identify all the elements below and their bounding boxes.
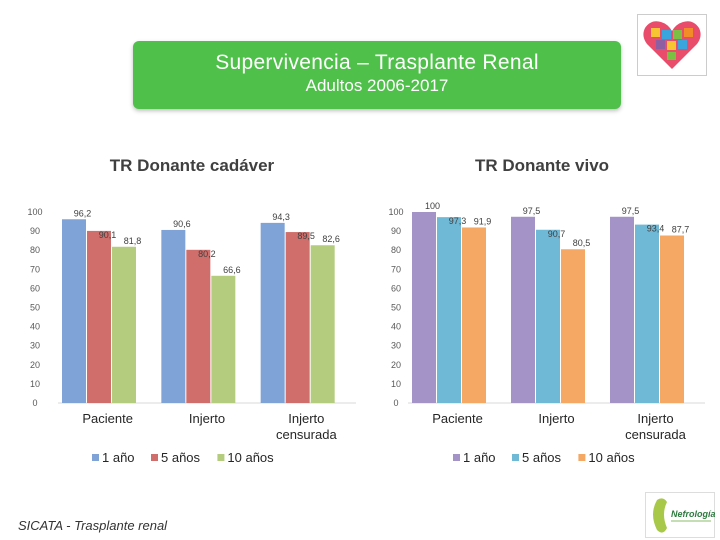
y-tick-label: 40: [391, 322, 401, 332]
y-tick-label: 70: [391, 264, 401, 274]
data-label: 90,7: [548, 229, 566, 239]
bar: [536, 229, 560, 403]
y-tick-label: 30: [30, 341, 40, 351]
legend-entry: 5 años: [522, 450, 562, 465]
data-label: 90,6: [173, 219, 191, 229]
page-title: Supervivencia – Trasplante Renal: [215, 51, 539, 74]
data-label: 91,9: [474, 216, 492, 226]
bar: [260, 222, 285, 403]
x-tick-label: Injerto censurada: [276, 411, 337, 442]
bar: [635, 224, 659, 403]
bar: [660, 235, 684, 403]
y-tick-label: 60: [391, 283, 401, 293]
y-tick-label: 90: [391, 226, 401, 236]
bar: [186, 249, 211, 403]
title-banner: Supervivencia – Trasplante Renal Adultos…: [133, 41, 621, 109]
bar: [161, 229, 186, 403]
y-tick-label: 50: [391, 303, 401, 313]
data-label: 66,6: [223, 265, 241, 275]
data-label: 97,3: [449, 216, 467, 226]
chart-title-cadaver: TR Donante cadáver: [109, 156, 275, 175]
y-tick-label: 60: [30, 283, 40, 293]
data-label: 82,6: [322, 234, 340, 244]
bar: [610, 216, 634, 403]
bar: [511, 216, 535, 403]
bar: [412, 212, 436, 403]
y-tick-label: 80: [30, 245, 40, 255]
y-tick-label: 50: [30, 303, 40, 313]
data-label: 100: [425, 201, 440, 211]
y-tick-label: 100: [27, 207, 42, 217]
legend-swatch: [217, 454, 225, 461]
bar: [285, 232, 310, 403]
y-tick-label: 0: [32, 398, 37, 408]
bar: [62, 219, 86, 403]
x-tick-label: Injerto censurada: [625, 411, 686, 442]
y-tick-label: 90: [30, 226, 40, 236]
data-label: 81,8: [124, 236, 142, 246]
y-tick-label: 80: [391, 245, 401, 255]
data-label: 87,7: [672, 224, 690, 234]
x-tick-label: Injerto: [189, 411, 225, 426]
data-label: 80,5: [573, 238, 591, 248]
bar: [462, 227, 486, 403]
legend-entry: 10 años: [588, 450, 635, 465]
x-tick-label: Paciente: [432, 411, 483, 426]
bar: [112, 246, 136, 403]
y-tick-label: 70: [30, 264, 40, 274]
legend-swatch: [151, 454, 158, 461]
legend-swatch: [92, 454, 99, 461]
y-tick-label: 40: [30, 322, 40, 332]
source-note: SICATA - Trasplante renal: [18, 518, 168, 533]
legend-entry: 1 año: [463, 450, 496, 465]
data-label: 89,5: [297, 231, 315, 241]
data-label: 93,4: [647, 224, 665, 234]
data-label: 97,5: [622, 206, 640, 216]
bar: [437, 217, 461, 403]
y-tick-label: 10: [30, 379, 40, 389]
legend-entry: 10 años: [227, 450, 274, 465]
y-tick-label: 0: [393, 398, 398, 408]
nefrologia-logo-icon: Nefrología: [645, 492, 715, 538]
data-label: 90,1: [99, 230, 117, 240]
data-label: 80,2: [198, 249, 216, 259]
legend-swatch: [453, 454, 460, 461]
y-tick-label: 100: [388, 207, 403, 217]
legend-swatch: [512, 454, 519, 461]
y-tick-label: 10: [391, 379, 401, 389]
bar: [211, 275, 236, 403]
nefro-logo-text: Nefrología: [671, 509, 715, 519]
x-tick-label: Injerto: [538, 411, 574, 426]
y-tick-label: 30: [391, 341, 401, 351]
legend-swatch: [578, 454, 586, 461]
bar: [87, 230, 111, 403]
chart-title-vivo: TR Donante vivo: [474, 156, 610, 175]
y-tick-label: 20: [391, 360, 401, 370]
data-label: 94,3: [272, 212, 290, 222]
bar: [310, 245, 335, 403]
legend-entry: 1 año: [102, 450, 135, 465]
x-tick-label: Paciente: [82, 411, 133, 426]
data-label: 97,5: [523, 206, 541, 216]
bar: [561, 249, 585, 403]
legend-entry: 5 años: [161, 450, 201, 465]
data-label: 96,2: [74, 208, 92, 218]
page-subtitle: Adultos 2006-2017: [305, 76, 449, 95]
y-tick-label: 20: [30, 360, 40, 370]
heart-logo-icon: [637, 14, 707, 76]
